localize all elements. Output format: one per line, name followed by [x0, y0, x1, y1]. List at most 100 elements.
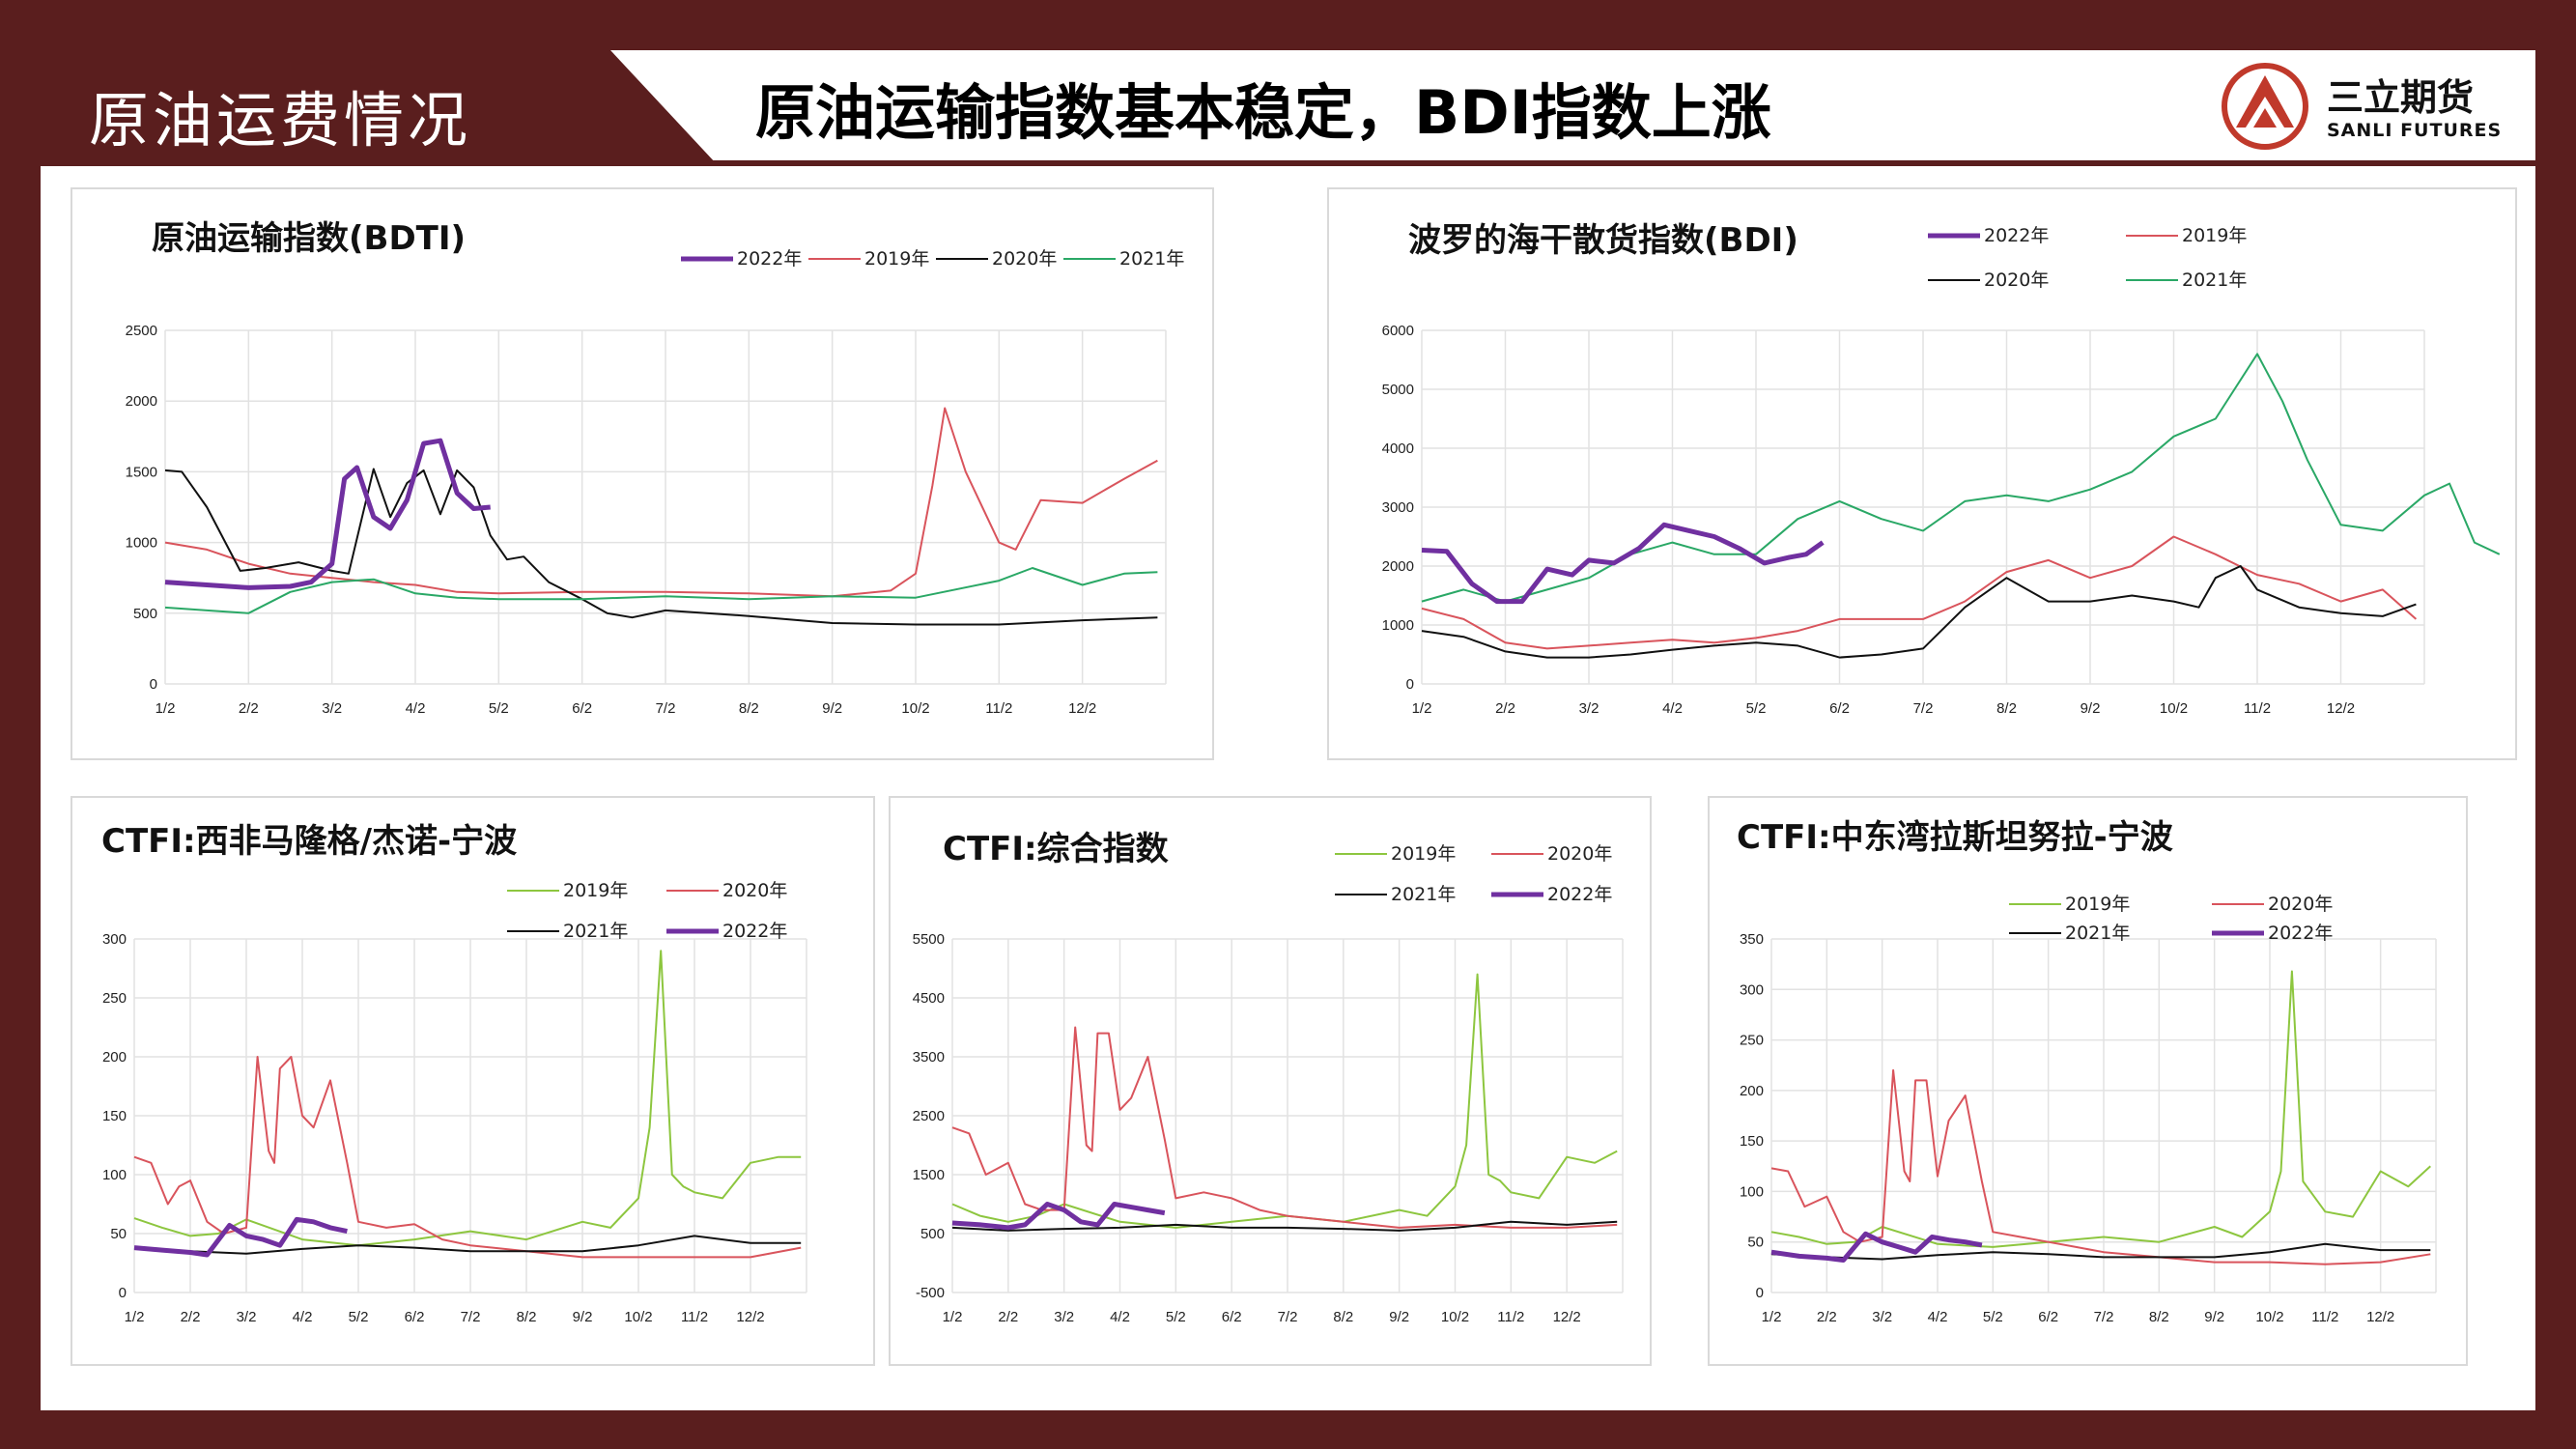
- series-line-2020年: [951, 1026, 1618, 1229]
- y-tick-label: 1000: [126, 535, 157, 552]
- x-tick-label: 6/2: [405, 1309, 425, 1325]
- x-tick-label: 11/2: [1497, 1309, 1524, 1325]
- x-tick-label: 2/2: [1817, 1309, 1837, 1325]
- legend-label: 2021年: [563, 921, 628, 942]
- x-tick-label: 9/2: [2081, 700, 2101, 717]
- legend-label: 2019年: [563, 880, 628, 901]
- y-tick-label: 1500: [126, 464, 157, 480]
- x-tick-label: 6/2: [572, 700, 592, 717]
- x-tick-label: 8/2: [517, 1309, 537, 1325]
- series-line-2019年: [133, 950, 802, 1247]
- series-line-2020年: [1421, 565, 2417, 659]
- legend-label: 2020年: [722, 880, 787, 901]
- chart-panel-bdi: 波罗的海干散货指数(BDI) 0 1000 2000 3000 4000 5000 6000 1…: [1327, 187, 2517, 760]
- x-tick-label: 9/2: [822, 700, 842, 717]
- y-tick-label: 100: [1740, 1183, 1764, 1200]
- x-tick-label: 3/2: [322, 700, 342, 717]
- chart-title: CTFI:中东湾拉斯坦努拉-宁波: [1737, 818, 2173, 857]
- y-tick-label: 500: [133, 606, 157, 622]
- x-tick-label: 7/2: [2094, 1309, 2114, 1325]
- x-tick-label: 8/2: [1333, 1309, 1353, 1325]
- y-tick-label: 5000: [1382, 382, 1414, 398]
- legend-label: 2022年: [2268, 923, 2333, 944]
- y-tick-label: 200: [1740, 1083, 1764, 1099]
- series-line-2022年: [164, 438, 491, 590]
- chart-ctfi-westafrica: CTFI:西非马隆格/杰诺-宁波 0 50 100 150 200 250 300 1/2 2/2…: [101, 822, 807, 1325]
- x-tick-label: 11/2: [985, 700, 1012, 717]
- x-tick-label: 4/2: [406, 700, 426, 717]
- x-tick-label: 8/2: [739, 700, 759, 717]
- y-tick-label: 5500: [913, 931, 945, 948]
- x-tick-label: 2/2: [1495, 700, 1515, 717]
- slide: 原油运费情况 原油运输指数基本稳定，BDI指数上涨 三立期货 SANLI FUT…: [41, 50, 2535, 1410]
- y-tick-label: 2000: [126, 393, 157, 410]
- series-line-2021年: [1770, 1242, 2431, 1261]
- series-line-2019年: [951, 973, 1618, 1229]
- chart-bdti: 原油运输指数(BDTI) 0 500 1000 1500 2000 2500 1/2 2/2 3/…: [126, 219, 1185, 717]
- legend-label: 2022年: [1984, 225, 2049, 246]
- y-tick-label: 0: [1756, 1285, 1764, 1301]
- x-tick-label: 10/2: [1441, 1309, 1469, 1325]
- x-tick-label: 9/2: [573, 1309, 593, 1325]
- series-line-2020年: [133, 1056, 802, 1259]
- legend-label: 2020年: [992, 248, 1057, 270]
- y-tick-label: 2500: [126, 323, 157, 339]
- x-tick-label: 2/2: [998, 1309, 1018, 1325]
- chart-title: 原油运输指数(BDTI): [152, 219, 466, 258]
- x-tick-label: 5/2: [1166, 1309, 1186, 1325]
- x-tick-label: 12/2: [2327, 700, 2355, 717]
- y-tick-label: 3500: [913, 1049, 945, 1065]
- legend-label: 2020年: [1547, 843, 1612, 865]
- series-line-2021年: [951, 1220, 1618, 1232]
- legend-label: 2022年: [737, 248, 802, 270]
- series-line-2021年: [164, 567, 1158, 614]
- x-tick-label: 3/2: [1872, 1309, 1892, 1325]
- y-tick-label: 3000: [1382, 499, 1414, 516]
- x-tick-label: 11/2: [2311, 1309, 2338, 1325]
- page-title: 原油运输指数基本稳定，BDI指数上涨: [755, 77, 1771, 148]
- x-tick-label: 4/2: [1110, 1309, 1130, 1325]
- x-tick-label: 9/2: [1389, 1309, 1409, 1325]
- x-tick-label: 5/2: [489, 700, 509, 717]
- series-line-2022年: [1421, 522, 1825, 605]
- x-tick-label: 1/2: [1762, 1309, 1782, 1325]
- y-tick-label: -500: [916, 1285, 945, 1301]
- section-title: 原油运费情况: [89, 85, 472, 156]
- logo-subtitle: SANLI FUTURES: [2327, 120, 2503, 141]
- x-tick-label: 3/2: [237, 1309, 257, 1325]
- x-tick-label: 7/2: [1913, 700, 1934, 717]
- x-tick-label: 1/2: [125, 1309, 145, 1325]
- series-line-2020年: [1770, 1068, 2431, 1265]
- y-tick-label: 0: [150, 676, 157, 693]
- legend-label: 2022年: [1547, 884, 1612, 905]
- x-tick-label: 10/2: [2255, 1309, 2283, 1325]
- x-tick-label: 3/2: [1054, 1309, 1074, 1325]
- x-tick-label: 7/2: [656, 700, 676, 717]
- x-tick-label: 4/2: [293, 1309, 313, 1325]
- y-tick-label: 300: [1740, 981, 1764, 998]
- chart-title: CTFI:西非马隆格/杰诺-宁波: [101, 822, 517, 861]
- legend-label: 2019年: [2065, 894, 2130, 915]
- y-tick-label: 0: [119, 1285, 127, 1301]
- y-tick-label: 200: [102, 1049, 127, 1065]
- chart-panel-ctfi-composite: CTFI:综合指数 -500 500 1500 2500 3500 4500 5500 1/2 2…: [889, 796, 1652, 1366]
- x-tick-label: 6/2: [1222, 1309, 1242, 1325]
- x-tick-label: 6/2: [1829, 700, 1850, 717]
- x-tick-label: 7/2: [461, 1309, 481, 1325]
- x-tick-label: 5/2: [1746, 700, 1767, 717]
- x-tick-label: 8/2: [1996, 700, 2017, 717]
- x-tick-label: 12/2: [1553, 1309, 1581, 1325]
- legend-label: 2019年: [864, 248, 929, 270]
- legend-label: 2021年: [1391, 884, 1456, 905]
- chart-title: 波罗的海干散货指数(BDI): [1408, 221, 1798, 260]
- y-tick-label: 2000: [1382, 558, 1414, 575]
- header: 原油运费情况 原油运输指数基本稳定，BDI指数上涨 三立期货 SANLI FUT…: [41, 50, 2535, 164]
- x-tick-label: 11/2: [681, 1309, 708, 1325]
- legend-label: 2021年: [1119, 248, 1184, 270]
- series-line-2022年: [1770, 1231, 1983, 1263]
- y-tick-label: 150: [102, 1108, 127, 1124]
- y-tick-label: 150: [1740, 1133, 1764, 1150]
- x-tick-label: 10/2: [2160, 700, 2188, 717]
- series-line-2022年: [133, 1216, 348, 1258]
- x-tick-label: 12/2: [1068, 700, 1096, 717]
